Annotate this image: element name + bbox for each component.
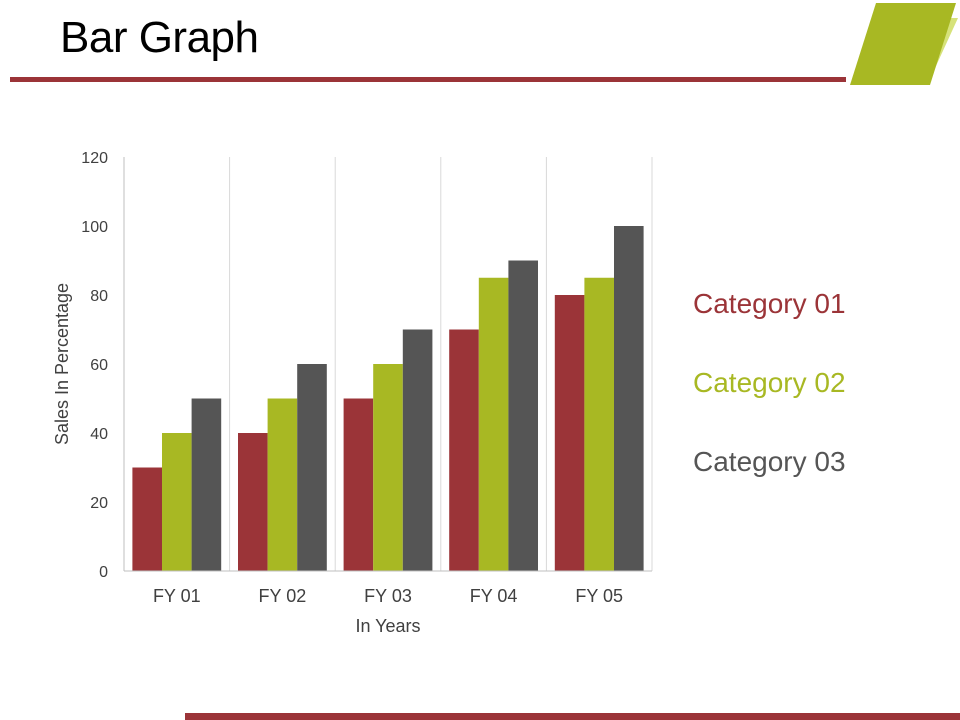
chart-labels: 0 20 40 60 80 100 120 FY 01 FY 02 FY 03 FY 04 FY 05…	[52, 150, 623, 636]
y-axis-title: Sales In Percentage	[52, 283, 72, 445]
bar-fy-05-series-1	[554, 295, 585, 571]
y-tick-label: 100	[81, 219, 108, 236]
bar-fy-01-series-3	[191, 398, 222, 571]
bar-fy-04-series-1	[449, 329, 479, 571]
y-tick-label: 40	[90, 426, 108, 443]
bar-fy-01-series-1	[132, 467, 162, 571]
page-title: Bar Graph	[60, 13, 259, 62]
bar-fy-05-series-2	[584, 277, 614, 571]
bar-fy-03-series-1	[343, 398, 374, 571]
chart-legend: Category 01 Category 02 Category 03	[693, 282, 933, 519]
decorative-parallelograms	[850, 3, 958, 85]
bar-fy-04-series-3	[508, 260, 538, 571]
bar-fy-03-series-3	[402, 329, 433, 571]
bar-fy-05-series-3	[614, 226, 644, 571]
title-underline	[10, 77, 846, 82]
x-tick-label: FY 02	[259, 586, 307, 606]
x-axis-title: In Years	[355, 616, 420, 636]
bar-fy-01-series-2	[162, 433, 192, 571]
y-tick-label: 80	[90, 288, 108, 305]
y-tick-label: 120	[81, 150, 108, 167]
bar-fy-02-series-2	[267, 398, 298, 571]
x-tick-label: FY 03	[364, 586, 412, 606]
x-tick-label: FY 01	[153, 586, 201, 606]
footer-bar	[185, 713, 960, 720]
y-tick-label: 20	[90, 495, 108, 512]
legend-item-category-01: Category 01	[693, 288, 846, 319]
bar-fy-02-series-3	[297, 364, 327, 571]
chart-axes	[123, 157, 652, 572]
bar-fy-04-series-2	[478, 277, 509, 571]
legend-item-category-02: Category 02	[693, 367, 846, 398]
deco-parallelogram-dark	[850, 3, 956, 85]
y-tick-label: 60	[90, 357, 108, 374]
x-tick-label: FY 05	[575, 586, 623, 606]
chart-grid	[229, 157, 653, 571]
legend-item-category-03: Category 03	[693, 446, 846, 477]
bar-fy-03-series-2	[373, 364, 403, 571]
bar-fy-02-series-1	[238, 433, 268, 571]
x-tick-label: FY 04	[470, 586, 518, 606]
chart-bars	[132, 226, 644, 571]
y-tick-label: 0	[99, 564, 108, 581]
